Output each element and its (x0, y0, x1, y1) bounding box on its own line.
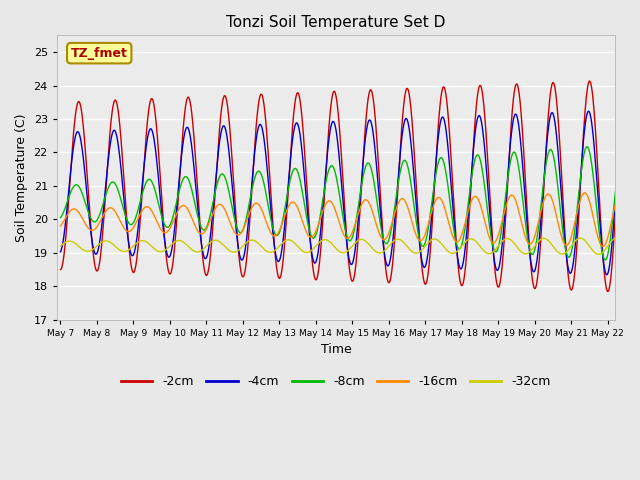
Legend: -2cm, -4cm, -8cm, -16cm, -32cm: -2cm, -4cm, -8cm, -16cm, -32cm (116, 370, 556, 393)
X-axis label: Time: Time (321, 343, 351, 356)
Y-axis label: Soil Temperature (C): Soil Temperature (C) (15, 113, 28, 242)
Title: Tonzi Soil Temperature Set D: Tonzi Soil Temperature Set D (227, 15, 445, 30)
Text: TZ_fmet: TZ_fmet (71, 47, 127, 60)
